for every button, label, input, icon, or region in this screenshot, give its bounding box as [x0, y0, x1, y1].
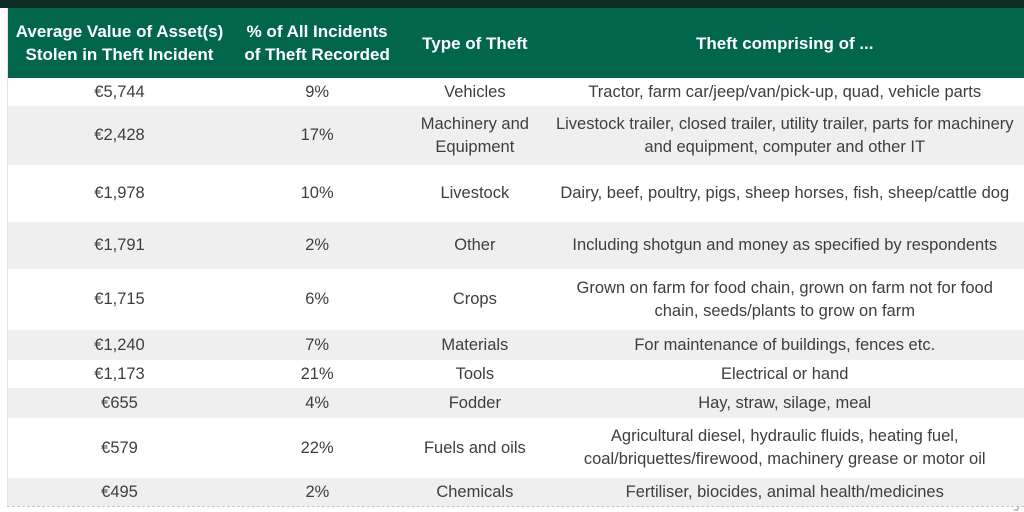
- avg-value-cell: €1,240: [94, 335, 145, 354]
- table-row-machinery: €2,428 17% Machinery and Equipment Lives…: [7, 106, 1024, 165]
- table-body: €5,744 9% Vehicles Tractor, farm car/jee…: [7, 78, 1024, 506]
- pct-cell: 6%: [305, 290, 330, 308]
- type-cell: Fuels and oils: [423, 438, 526, 457]
- table-row-crops: €1,715 6% Crops Grown on farm for food c…: [7, 269, 1024, 330]
- pct-cell: 10%: [300, 184, 334, 202]
- table-row-tools: €1,173 21% Tools Electrical or hand: [7, 360, 1024, 388]
- type-cell: Livestock: [440, 184, 510, 202]
- description-cell: Electrical or hand: [720, 364, 849, 383]
- description-cell: Tractor, farm car/jeep/van/pick-up, quad…: [588, 82, 982, 101]
- avg-value-cell: €1,715: [94, 290, 145, 308]
- top-accent-bar: [0, 0, 1024, 8]
- type-cell: Fodder: [448, 393, 501, 412]
- avg-value-cell: €1,173: [94, 364, 145, 383]
- description-cell: Livestock trailer, closed trailer, utili…: [555, 114, 1014, 156]
- col-header-theft-comprising: Theft comprising of ...: [545, 8, 1024, 78]
- corner-tick-icon: [1013, 506, 1020, 511]
- description-cell: Agricultural diesel, hydraulic fluids, h…: [583, 427, 986, 468]
- table-header: Average Value of Asset(s) Stolen in Thef…: [7, 8, 1024, 78]
- avg-value-cell: €1,978: [94, 184, 145, 202]
- table-bottom-edge: [7, 506, 1024, 512]
- type-cell: Crops: [452, 290, 497, 308]
- header-row: Average Value of Asset(s) Stolen in Thef…: [7, 8, 1024, 78]
- description-cell: Including shotgun and money as specified…: [572, 236, 998, 254]
- type-cell: Machinery and Equipment: [420, 114, 529, 156]
- avg-value-cell: €5,744: [94, 82, 145, 101]
- description-cell: For maintenance of buildings, fences etc…: [634, 335, 936, 354]
- table-row-chemicals: €495 2% Chemicals Fertiliser, biocides, …: [7, 478, 1024, 506]
- description-cell: Hay, straw, silage, meal: [698, 393, 872, 412]
- pct-cell: 7%: [305, 335, 330, 354]
- pct-cell: 9%: [305, 82, 330, 101]
- pct-cell: 17%: [300, 126, 334, 144]
- table-row-livestock: €1,978 10% Livestock Dairy, beef, poultr…: [7, 165, 1024, 222]
- description-cell: Dairy, beef, poultry, pigs, sheep horses…: [560, 184, 1010, 202]
- table-row-materials: €1,240 7% Materials For maintenance of b…: [7, 330, 1024, 360]
- avg-value-cell: €1,791: [94, 236, 145, 254]
- pct-cell: 2%: [305, 482, 330, 501]
- pct-cell: 4%: [305, 393, 330, 412]
- description-cell: Grown on farm for food chain, grown on f…: [576, 278, 993, 320]
- type-cell: Materials: [441, 335, 509, 354]
- avg-value-cell: €655: [101, 393, 138, 412]
- table-row-other: €1,791 2% Other Including shotgun and mo…: [7, 222, 1024, 269]
- type-cell: Other: [454, 236, 496, 254]
- col-header-percent-incidents: % of All Incidents of Theft Recorded: [231, 8, 404, 78]
- avg-value-cell: €579: [101, 438, 138, 457]
- col-header-average-value: Average Value of Asset(s) Stolen in Thef…: [7, 8, 232, 78]
- col-header-type-of-theft: Type of Theft: [403, 8, 546, 78]
- avg-value-cell: €495: [101, 482, 138, 501]
- description-cell: Fertiliser, biocides, animal health/medi…: [625, 482, 944, 501]
- type-cell: Tools: [455, 364, 495, 383]
- theft-statistics-table: Average Value of Asset(s) Stolen in Thef…: [7, 8, 1024, 506]
- table-row-vehicles: €5,744 9% Vehicles Tractor, farm car/jee…: [7, 78, 1024, 106]
- table-row-fuels-and-oils: €579 22% Fuels and oils Agricultural die…: [7, 418, 1024, 478]
- pct-cell: 2%: [305, 236, 330, 254]
- type-cell: Chemicals: [436, 482, 514, 501]
- pct-cell: 22%: [300, 438, 334, 457]
- avg-value-cell: €2,428: [94, 126, 145, 144]
- pct-cell: 21%: [300, 364, 334, 383]
- table-row-fodder: €655 4% Fodder Hay, straw, silage, meal: [7, 388, 1024, 418]
- type-cell: Vehicles: [444, 82, 506, 101]
